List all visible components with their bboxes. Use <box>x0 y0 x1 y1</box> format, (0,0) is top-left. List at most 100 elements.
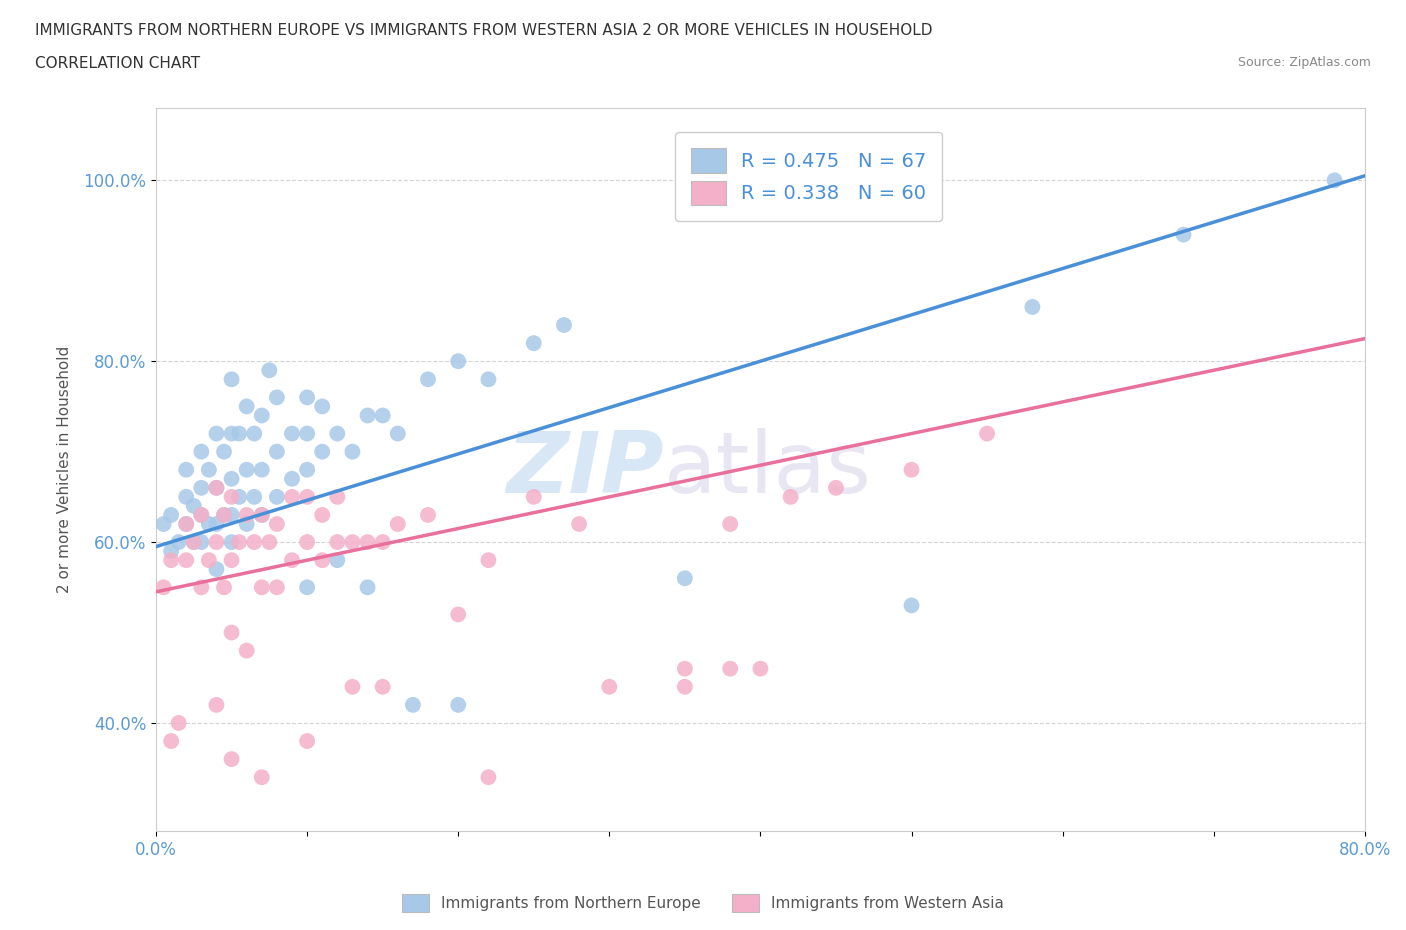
Point <box>718 661 741 676</box>
Point <box>295 462 318 477</box>
Point <box>221 625 243 640</box>
Point <box>198 462 221 477</box>
Y-axis label: 2 or more Vehicles in Household: 2 or more Vehicles in Household <box>58 346 72 593</box>
Point <box>212 580 235 595</box>
Point <box>295 535 318 550</box>
Point <box>205 481 228 496</box>
Text: Source: ZipAtlas.com: Source: ZipAtlas.com <box>1237 56 1371 69</box>
Point <box>174 462 197 477</box>
Point <box>311 445 333 459</box>
Point <box>190 508 212 523</box>
Point <box>553 318 575 333</box>
Point <box>235 508 257 523</box>
Point <box>205 426 228 441</box>
Point <box>221 751 243 766</box>
Point <box>250 408 273 423</box>
Point <box>342 445 364 459</box>
Point <box>295 390 318 405</box>
Point <box>235 399 257 414</box>
Point <box>598 679 620 694</box>
Point <box>266 580 288 595</box>
Point <box>259 535 281 550</box>
Point <box>243 535 266 550</box>
Point <box>356 535 378 550</box>
Point <box>900 462 922 477</box>
Text: atlas: atlas <box>664 428 872 512</box>
Point <box>416 372 439 387</box>
Point <box>259 363 281 378</box>
Point <box>326 535 349 550</box>
Point <box>311 552 333 567</box>
Point <box>356 580 378 595</box>
Point <box>190 445 212 459</box>
Point <box>212 445 235 459</box>
Point <box>250 462 273 477</box>
Point <box>228 426 250 441</box>
Point <box>523 489 546 504</box>
Point <box>198 552 221 567</box>
Point <box>266 489 288 504</box>
Point <box>718 516 741 531</box>
Point <box>326 489 349 504</box>
Point <box>477 372 499 387</box>
Point <box>190 535 212 550</box>
Point <box>250 508 273 523</box>
Point <box>152 516 174 531</box>
Point <box>174 552 197 567</box>
Point <box>160 552 183 567</box>
Text: IMMIGRANTS FROM NORTHERN EUROPE VS IMMIGRANTS FROM WESTERN ASIA 2 OR MORE VEHICL: IMMIGRANTS FROM NORTHERN EUROPE VS IMMIG… <box>35 23 932 38</box>
Point <box>295 489 318 504</box>
Point <box>416 508 439 523</box>
Point <box>523 336 546 351</box>
Point <box>174 516 197 531</box>
Point <box>1173 227 1195 242</box>
Point <box>250 508 273 523</box>
Point <box>174 516 197 531</box>
Point <box>371 679 394 694</box>
Point <box>221 372 243 387</box>
Point <box>250 580 273 595</box>
Point <box>235 644 257 658</box>
Point <box>221 552 243 567</box>
Point <box>183 535 205 550</box>
Point <box>160 508 183 523</box>
Point <box>1021 299 1043 314</box>
Point <box>212 508 235 523</box>
Point <box>160 734 183 749</box>
Point <box>205 481 228 496</box>
Point <box>190 508 212 523</box>
Point <box>673 679 696 694</box>
Point <box>281 472 304 486</box>
Point <box>371 535 394 550</box>
Point <box>183 498 205 513</box>
Point <box>568 516 591 531</box>
Point <box>295 580 318 595</box>
Point <box>295 426 318 441</box>
Point <box>221 508 243 523</box>
Point <box>326 552 349 567</box>
Point <box>311 508 333 523</box>
Text: ZIP: ZIP <box>506 428 664 512</box>
Point <box>976 426 998 441</box>
Point <box>266 390 288 405</box>
Legend: Immigrants from Northern Europe, Immigrants from Western Asia: Immigrants from Northern Europe, Immigra… <box>395 888 1011 918</box>
Point <box>167 715 190 730</box>
Point <box>205 562 228 577</box>
Point <box>477 770 499 785</box>
Point <box>749 661 772 676</box>
Point <box>190 580 212 595</box>
Point <box>825 481 848 496</box>
Point <box>183 535 205 550</box>
Point <box>447 607 470 622</box>
Text: CORRELATION CHART: CORRELATION CHART <box>35 56 200 71</box>
Point <box>266 516 288 531</box>
Point <box>281 426 304 441</box>
Point <box>243 426 266 441</box>
Point <box>1323 173 1346 188</box>
Point <box>477 552 499 567</box>
Point <box>673 571 696 586</box>
Point <box>221 535 243 550</box>
Point <box>243 489 266 504</box>
Point <box>205 535 228 550</box>
Point <box>342 679 364 694</box>
